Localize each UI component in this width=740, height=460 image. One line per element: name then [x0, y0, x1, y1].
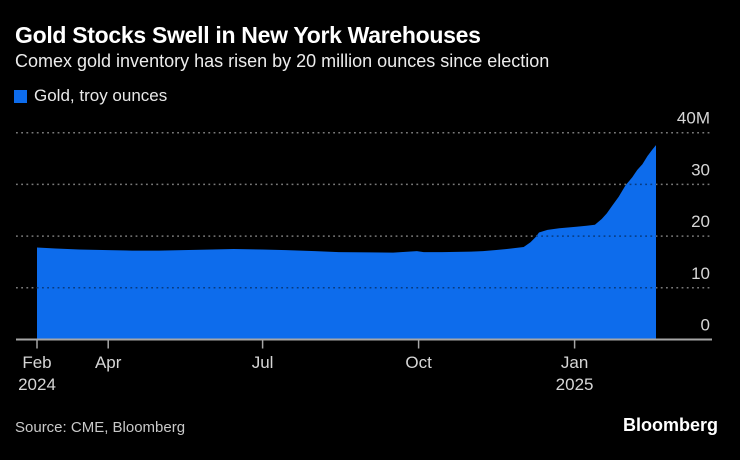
legend-label: Gold, troy ounces	[34, 86, 168, 105]
x-tick-sublabel: 2025	[556, 375, 594, 394]
y-tick-label: 20	[691, 212, 710, 231]
x-tick-label: Feb	[22, 353, 51, 372]
x-tick-sublabel: 2024	[18, 375, 56, 394]
source-label: Source: CME, Bloomberg	[15, 419, 186, 436]
x-tick-label: Jul	[252, 353, 274, 372]
y-tick-label: 0	[701, 316, 710, 335]
y-tick-label: 30	[691, 160, 710, 179]
x-tick-label: Oct	[405, 353, 432, 372]
legend-swatch-icon	[14, 89, 27, 103]
y-tick-label: 40M	[677, 109, 710, 128]
legend: Gold, troy ounces	[14, 86, 167, 106]
x-tick-label: Apr	[95, 353, 122, 372]
area-series	[37, 145, 656, 340]
x-tick-label: Jan	[561, 353, 588, 372]
y-tick-label: 10	[691, 264, 710, 283]
bloomberg-logo: Bloomberg	[622, 415, 718, 435]
chart-subtitle: Comex gold inventory has risen by 20 mil…	[15, 51, 550, 71]
chart-title: Gold Stocks Swell in New York Warehouses	[15, 22, 481, 48]
